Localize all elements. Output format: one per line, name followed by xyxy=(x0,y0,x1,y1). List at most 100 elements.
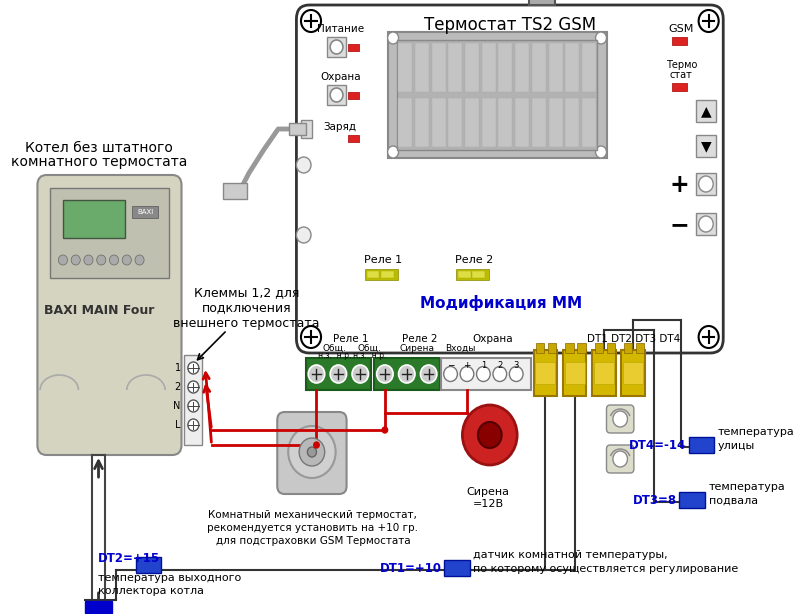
Bar xyxy=(534,350,558,396)
Bar xyxy=(431,98,446,147)
Circle shape xyxy=(595,146,606,158)
Text: GSM: GSM xyxy=(669,24,694,34)
Text: ▼: ▼ xyxy=(701,139,711,153)
Text: Охрана: Охрана xyxy=(320,72,361,82)
Bar xyxy=(365,269,398,280)
Circle shape xyxy=(188,381,199,393)
Bar xyxy=(63,200,125,238)
Bar xyxy=(349,44,359,51)
Text: DT1 DT2 DT3 DT4: DT1 DT2 DT3 DT4 xyxy=(587,334,681,344)
Text: комнатного термостата: комнатного термостата xyxy=(11,155,188,169)
Bar xyxy=(223,183,247,199)
Bar xyxy=(566,343,574,353)
Bar xyxy=(388,32,606,158)
Bar xyxy=(473,271,486,278)
Bar xyxy=(448,43,462,92)
Bar xyxy=(349,92,359,99)
Text: +: + xyxy=(463,360,470,370)
Bar xyxy=(415,98,429,147)
Circle shape xyxy=(398,365,415,383)
Bar xyxy=(565,362,585,384)
Bar xyxy=(515,43,529,92)
Circle shape xyxy=(613,451,627,467)
Bar xyxy=(624,343,632,353)
Bar xyxy=(566,43,579,92)
Circle shape xyxy=(444,367,458,381)
Text: Общ.: Общ. xyxy=(322,343,346,352)
Bar xyxy=(578,343,586,353)
Text: L: L xyxy=(175,420,181,430)
Text: Сирена: Сирена xyxy=(399,343,434,352)
Text: Клеммы 1,2 для
подключения
внешнего термостата: Клеммы 1,2 для подключения внешнего терм… xyxy=(173,287,319,330)
Bar xyxy=(582,43,596,92)
Bar xyxy=(431,43,446,92)
Bar xyxy=(465,43,479,92)
Text: 2: 2 xyxy=(497,360,502,370)
Bar xyxy=(184,355,202,445)
Circle shape xyxy=(110,255,118,265)
Bar xyxy=(672,37,686,45)
Circle shape xyxy=(297,157,311,173)
Circle shape xyxy=(299,438,325,466)
Circle shape xyxy=(301,326,321,348)
Bar xyxy=(465,98,479,147)
Bar xyxy=(582,98,596,147)
Circle shape xyxy=(297,227,311,243)
Bar xyxy=(621,350,645,396)
Bar xyxy=(349,135,359,142)
Bar xyxy=(398,43,412,92)
Circle shape xyxy=(388,32,398,44)
Circle shape xyxy=(613,411,627,427)
Circle shape xyxy=(288,426,336,478)
Circle shape xyxy=(388,146,398,158)
Circle shape xyxy=(698,176,714,192)
Bar xyxy=(132,206,158,218)
Bar xyxy=(442,358,531,390)
Bar xyxy=(536,343,545,353)
Text: 3: 3 xyxy=(514,360,519,370)
Circle shape xyxy=(478,422,502,448)
Text: 1: 1 xyxy=(174,363,181,373)
Text: 2: 2 xyxy=(174,382,181,392)
Circle shape xyxy=(97,255,106,265)
Text: Входы: Входы xyxy=(446,343,476,352)
Circle shape xyxy=(330,365,346,383)
Text: Реле 1: Реле 1 xyxy=(334,334,369,344)
Bar xyxy=(532,43,546,92)
Text: температура выходного
коллектора котла: температура выходного коллектора котла xyxy=(98,573,241,596)
Bar xyxy=(366,271,379,278)
Bar xyxy=(594,362,614,384)
Circle shape xyxy=(188,400,199,412)
Circle shape xyxy=(71,255,80,265)
Circle shape xyxy=(308,365,325,383)
Bar xyxy=(458,271,470,278)
Circle shape xyxy=(314,442,319,448)
Bar xyxy=(562,350,586,396)
Text: н.з.  н.р.: н.з. н.р. xyxy=(353,351,386,360)
Text: DT4=-14: DT4=-14 xyxy=(629,438,686,451)
Circle shape xyxy=(330,88,343,102)
Bar xyxy=(136,557,162,573)
Text: Реле 1: Реле 1 xyxy=(364,255,402,265)
Bar xyxy=(548,343,556,353)
Bar xyxy=(444,560,470,576)
Text: Комнатный механический термостат,
рекомендуется установить на +10 гр.
для подстр: Комнатный механический термостат, рекоме… xyxy=(207,510,418,546)
Bar xyxy=(85,601,112,613)
Circle shape xyxy=(493,367,506,381)
Bar xyxy=(549,98,562,147)
Text: температура
улицы: температура улицы xyxy=(718,427,794,451)
Circle shape xyxy=(421,365,437,383)
Bar xyxy=(696,135,716,157)
FancyBboxPatch shape xyxy=(606,405,634,433)
Circle shape xyxy=(698,216,714,232)
Text: Термостат TS2 GSM: Термостат TS2 GSM xyxy=(424,16,596,34)
Text: датчик комнатной температуры,
по которому осуществляется регулирование: датчик комнатной температуры, по котором… xyxy=(474,550,738,573)
FancyBboxPatch shape xyxy=(38,175,182,455)
Bar xyxy=(679,492,705,508)
Bar xyxy=(623,362,643,384)
Text: ▲: ▲ xyxy=(701,104,711,118)
Bar xyxy=(515,98,529,147)
Bar xyxy=(50,188,169,278)
Bar xyxy=(327,85,346,105)
Bar xyxy=(594,343,603,353)
